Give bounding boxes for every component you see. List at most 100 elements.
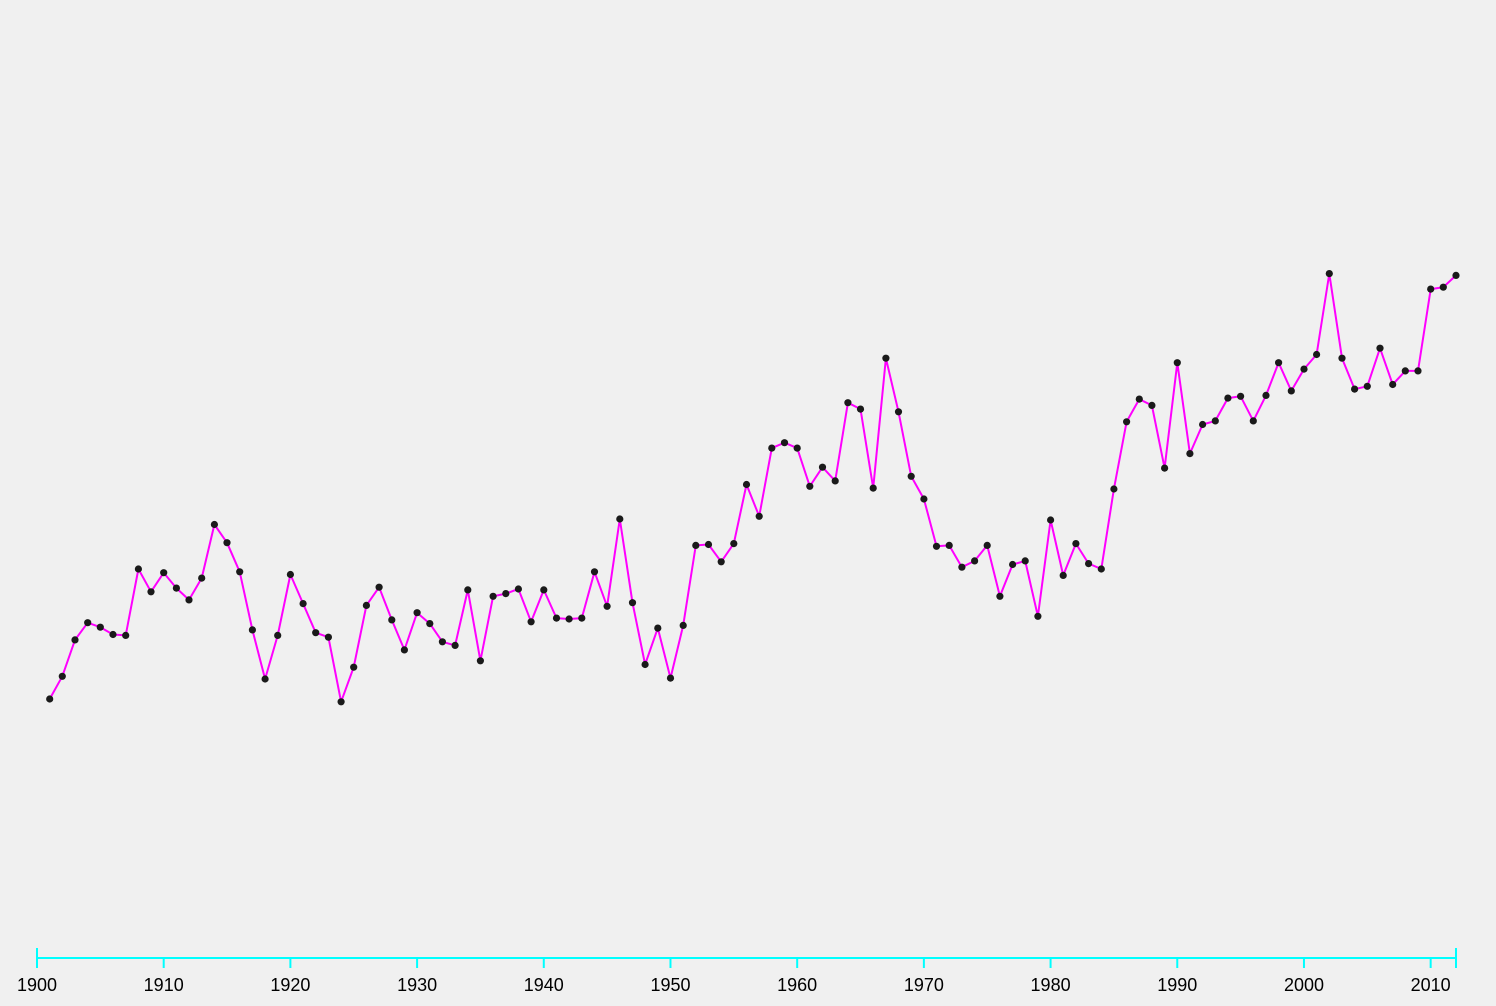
x-tick-label: 2000 <box>1284 975 1324 995</box>
data-point <box>628 599 637 607</box>
data-point <box>438 638 446 646</box>
data-point <box>780 439 789 447</box>
data-point <box>590 568 599 576</box>
data-point <box>1110 485 1118 493</box>
data-point <box>1249 417 1257 425</box>
data-point <box>299 600 307 608</box>
data-point <box>502 590 510 598</box>
data-point <box>223 539 231 547</box>
x-tick-label: 1970 <box>904 975 944 995</box>
data-point <box>58 672 66 680</box>
data-point <box>679 621 687 630</box>
data-point <box>46 695 54 703</box>
data-point <box>1009 560 1017 569</box>
data-point <box>426 620 434 628</box>
data-point <box>388 616 396 624</box>
data-point <box>1389 380 1397 389</box>
data-point <box>71 636 79 644</box>
data-point <box>1376 344 1384 352</box>
data-point <box>1325 270 1333 278</box>
data-point <box>552 614 561 622</box>
data-point <box>717 558 725 566</box>
x-tick-label: 2010 <box>1411 975 1451 995</box>
data-point <box>312 629 320 637</box>
data-point <box>210 520 218 529</box>
data-point <box>337 698 345 706</box>
data-point <box>932 542 941 550</box>
x-tick-label: 1900 <box>17 975 57 995</box>
x-tick-label: 1950 <box>650 975 690 995</box>
data-point <box>844 399 852 407</box>
data-point <box>907 472 915 480</box>
data-point <box>1338 354 1346 362</box>
data-point <box>945 541 953 550</box>
data-point <box>641 660 649 669</box>
data-point <box>920 495 928 503</box>
data-point <box>1173 359 1181 367</box>
data-point <box>1275 359 1283 367</box>
data-point <box>1414 367 1422 375</box>
data-point <box>869 484 877 492</box>
data-point <box>882 354 890 362</box>
data-point <box>666 674 675 682</box>
data-point <box>1363 382 1371 390</box>
data-point <box>616 515 624 523</box>
data-point <box>185 596 193 604</box>
x-tick-label: 1960 <box>777 975 817 995</box>
data-point <box>84 619 92 627</box>
data-point <box>578 614 586 622</box>
data-point <box>1199 420 1207 429</box>
series-line <box>48 272 1457 703</box>
data-point <box>818 463 827 471</box>
data-point <box>1351 385 1359 393</box>
data-point <box>400 646 408 654</box>
data-point <box>464 586 472 594</box>
data-point <box>489 592 497 600</box>
data-point <box>1401 367 1409 375</box>
x-tick-label: 1940 <box>524 975 564 995</box>
x-tick-label: 1980 <box>1031 975 1071 995</box>
data-point <box>742 480 751 489</box>
data-point <box>286 570 294 579</box>
data-point <box>1237 392 1245 400</box>
data-point <box>476 657 484 665</box>
data-point <box>172 584 180 592</box>
data-point <box>856 405 865 413</box>
data-point <box>1427 285 1435 293</box>
data-point <box>603 602 611 610</box>
data-point <box>565 615 573 623</box>
x-tick-label: 1930 <box>397 975 437 995</box>
x-axis: 1900 1910 1920 1930 1940 1950 1960 1970 1980 1990… <box>17 948 1457 995</box>
data-point <box>996 592 1004 600</box>
data-point <box>350 663 358 671</box>
x-tick-label: 1910 <box>144 975 184 995</box>
data-point <box>793 444 801 452</box>
data-point <box>248 626 256 634</box>
data-point <box>540 586 548 594</box>
data-point <box>1161 464 1169 472</box>
data-point <box>274 631 282 640</box>
data-point <box>413 609 421 617</box>
series-line-group <box>48 272 1457 703</box>
data-point <box>1262 391 1270 399</box>
data-point <box>122 631 130 640</box>
data-point <box>1097 565 1105 573</box>
data-point <box>1034 612 1042 620</box>
series-points-group <box>46 270 1460 706</box>
data-point <box>375 583 383 591</box>
x-tick-label: 1920 <box>270 975 310 995</box>
data-point <box>755 512 763 520</box>
data-point <box>730 540 738 548</box>
data-point <box>1186 450 1194 458</box>
data-point <box>704 540 713 549</box>
data-point <box>1313 350 1321 359</box>
data-point <box>514 585 523 593</box>
data-point <box>1287 387 1295 395</box>
data-point <box>324 633 332 641</box>
data-point <box>831 477 839 485</box>
data-point <box>261 675 269 683</box>
data-point <box>654 624 662 632</box>
x-tick-label: 1990 <box>1157 975 1197 995</box>
